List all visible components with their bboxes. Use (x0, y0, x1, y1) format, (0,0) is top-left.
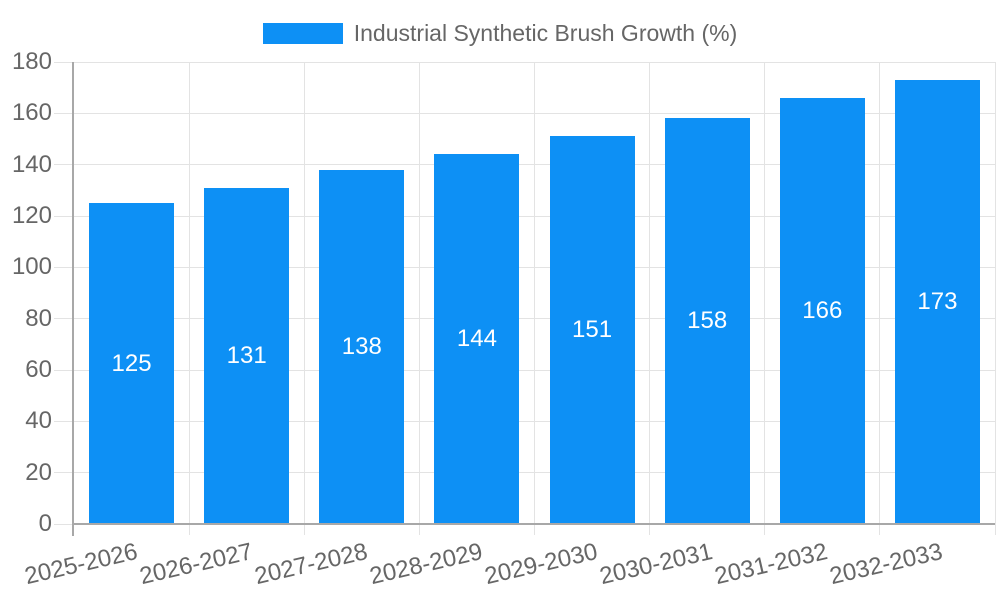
y-tick-label: 140 (11, 150, 52, 178)
chart-legend: Industrial Synthetic Brush Growth (%) (0, 20, 1000, 47)
x-gridline (649, 62, 651, 524)
y-tick (54, 164, 74, 166)
x-tick (534, 524, 535, 535)
bar-value-label: 151 (572, 316, 613, 344)
legend-item[interactable]: Industrial Synthetic Brush Growth (%) (262, 20, 738, 47)
bar-value-label: 158 (687, 307, 728, 335)
x-gridline (764, 62, 766, 524)
x-tick (649, 524, 651, 535)
legend-label: Industrial Synthetic Brush Growth (%) (353, 20, 738, 46)
bar-value-label: 138 (341, 332, 382, 360)
y-tick (54, 266, 74, 268)
y-tick (54, 369, 74, 371)
y-tick-label: 20 (25, 458, 52, 486)
y-tick (54, 61, 74, 63)
y-axis-line (72, 62, 74, 536)
bar-value-label: 173 (917, 287, 958, 315)
y-tick-label: 120 (11, 202, 52, 229)
y-tick (54, 420, 74, 422)
bar-value-label: 144 (456, 325, 497, 353)
x-gridline (994, 62, 996, 524)
bar-value-label: 166 (802, 296, 843, 324)
bar (319, 169, 405, 524)
bar (89, 203, 175, 524)
bar-value-label: 125 (111, 349, 152, 377)
y-tick-label: 180 (11, 48, 52, 75)
bar (779, 97, 865, 524)
y-tick (54, 523, 74, 525)
y-tick (54, 215, 74, 217)
x-tick (994, 524, 996, 535)
x-gridline (303, 62, 305, 524)
bar (549, 136, 635, 524)
legend-color-swatch (262, 23, 343, 44)
x-gridline (418, 62, 420, 524)
bar (664, 118, 750, 524)
y-tick (54, 318, 74, 320)
bar (434, 154, 520, 524)
y-tick-label: 100 (11, 253, 52, 281)
x-tick (188, 524, 190, 535)
y-tick-label: 60 (25, 356, 52, 383)
x-tick (303, 524, 305, 535)
bar (894, 79, 980, 524)
y-tick (54, 472, 74, 474)
x-gridline (188, 62, 190, 524)
y-tick-label: 0 (38, 510, 52, 537)
x-axis-line (74, 523, 995, 525)
x-tick (879, 524, 881, 535)
bar-value-label: 131 (226, 341, 267, 369)
y-tick-label: 40 (25, 407, 52, 435)
y-tick-label: 80 (25, 304, 52, 332)
y-tick-label: 160 (11, 99, 52, 127)
x-gridline (879, 62, 881, 524)
y-tick (54, 112, 74, 114)
x-tick (764, 524, 766, 535)
bar (204, 187, 290, 524)
x-gridline (534, 62, 535, 524)
x-tick (418, 524, 420, 535)
